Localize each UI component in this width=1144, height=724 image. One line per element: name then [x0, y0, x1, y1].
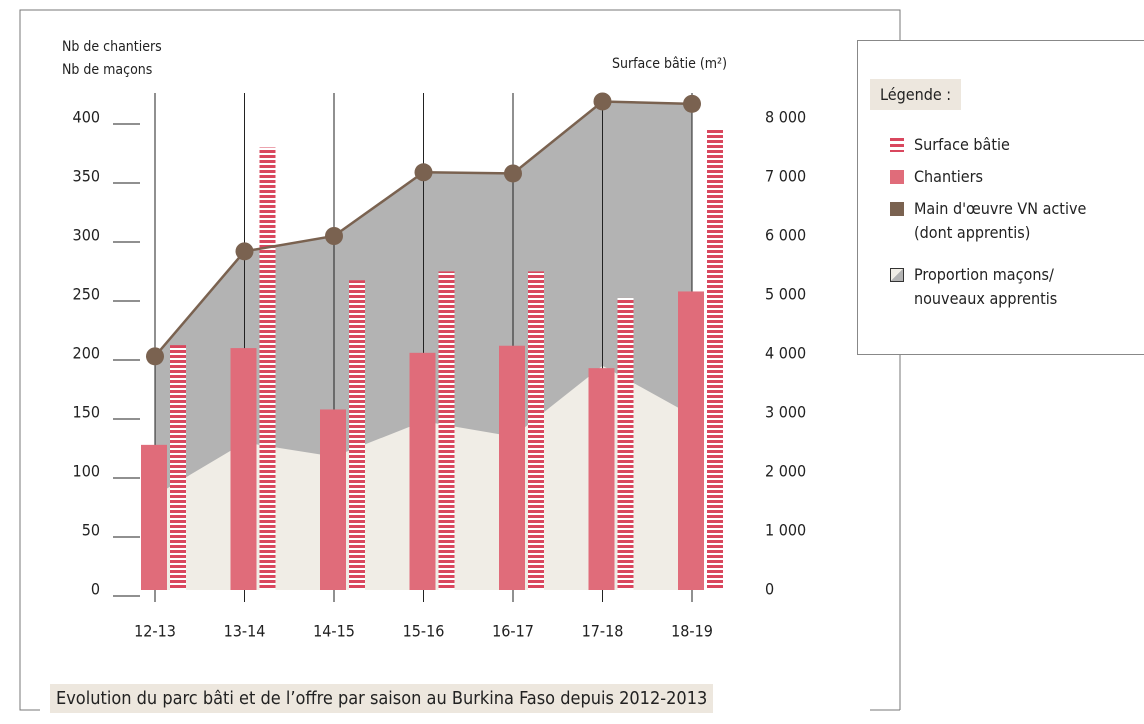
y-tick-label: 150 — [73, 403, 100, 422]
legend-label: Proportion maçons/ nouveaux apprentis — [914, 263, 1084, 311]
bar — [707, 130, 723, 590]
y-tick-label: 250 — [73, 285, 100, 304]
page: Nb de chantiers Nb de maçons Surface bât… — [0, 0, 1144, 724]
bar — [589, 368, 615, 590]
y-tick-label: 400 — [73, 108, 100, 127]
marker — [415, 163, 433, 181]
x-tick-label: 17-18 — [582, 622, 624, 641]
legend-swatch — [890, 268, 904, 282]
marker — [325, 227, 343, 245]
marker — [594, 92, 612, 110]
y2-tick-label: 8 000 — [765, 108, 806, 127]
bar — [410, 353, 436, 590]
bar — [678, 291, 704, 590]
x-tick-label: 13-14 — [224, 622, 266, 641]
legend-title: Légende : — [870, 79, 961, 110]
marker — [504, 164, 522, 182]
y2-tick-label: 4 000 — [765, 344, 806, 363]
legend-entry: Proportion maçons/ nouveaux apprentis — [890, 263, 1120, 311]
legend-label: Surface bâtie — [914, 133, 1114, 157]
x-tick-label: 16-17 — [492, 622, 534, 641]
bar — [349, 280, 365, 590]
bar — [528, 271, 544, 590]
y-tick-label: 100 — [73, 462, 100, 481]
y-tick-label: 300 — [73, 226, 100, 245]
y2-tick-label: 6 000 — [765, 226, 806, 245]
bar — [231, 348, 257, 590]
y2-tick-label: 3 000 — [765, 403, 806, 422]
y2-tick-label: 5 000 — [765, 285, 806, 304]
marker — [146, 347, 164, 365]
y2-tick-label: 0 — [765, 580, 774, 599]
legend-entry: Main d'œuvre VN active (dont apprentis) — [890, 197, 1120, 245]
y2-label: Surface bâtie (m²) — [612, 56, 727, 72]
y-tick-label: 50 — [82, 521, 100, 540]
y-label: Nb de chantiers — [62, 39, 162, 55]
legend-entry: Surface bâtie — [890, 133, 1120, 157]
legend-label: Main d'œuvre VN active (dont apprentis) — [914, 197, 1114, 245]
legend-label: Chantiers — [914, 165, 1114, 189]
y2-tick-label: 2 000 — [765, 462, 806, 481]
marker — [236, 242, 254, 260]
legend-swatch — [890, 202, 904, 216]
y-tick-label: 0 — [91, 580, 100, 599]
legend-swatch — [890, 170, 904, 184]
bar — [260, 148, 276, 591]
y2-tick-label: 1 000 — [765, 521, 806, 540]
legend-swatch — [890, 138, 904, 152]
legend: Légende : Surface bâtie Chantiers Main d'œ… — [857, 40, 1144, 355]
x-tick-label: 14-15 — [313, 622, 355, 641]
x-tick-label: 18-19 — [671, 622, 713, 641]
marker — [683, 95, 701, 113]
bar — [439, 271, 455, 590]
y-label: Nb de maçons — [62, 62, 152, 78]
bar — [141, 445, 167, 590]
bar — [499, 346, 525, 590]
y-tick-label: 200 — [73, 344, 100, 363]
bar — [618, 298, 634, 590]
y2-tick-label: 7 000 — [765, 167, 806, 186]
x-tick-label: 12-13 — [134, 622, 176, 641]
chart-title: Evolution du parc bâti et de l’offre par… — [50, 684, 713, 713]
legend-entry: Chantiers — [890, 165, 1120, 189]
y-tick-label: 350 — [73, 167, 100, 186]
bar — [320, 409, 346, 590]
bar — [170, 345, 186, 590]
x-tick-label: 15-16 — [403, 622, 445, 641]
